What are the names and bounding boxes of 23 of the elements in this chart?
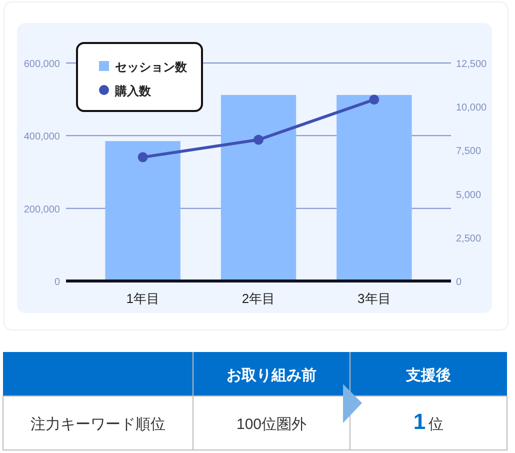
y2-tick-label: 0 xyxy=(456,277,462,288)
text: 支援後 xyxy=(405,367,451,384)
y2-tick-label: 10,000 xyxy=(456,102,488,114)
y2-tick-label: 2,500 xyxy=(456,233,482,244)
x-tick-label: 1年目 xyxy=(126,291,160,306)
y2-tick-label: 5,000 xyxy=(456,190,482,201)
text: 100位圏外 xyxy=(236,416,307,433)
point xyxy=(254,134,264,145)
text: 1位 xyxy=(413,409,444,434)
point xyxy=(369,94,380,105)
text: お取り組み前 xyxy=(226,367,316,384)
x-tick-label: 2年目 xyxy=(242,291,276,306)
legend-label: セッション数 xyxy=(115,60,188,74)
y2-tick-label: 7,500 xyxy=(456,146,482,158)
text: 注力キーワード順位 xyxy=(30,416,166,433)
y-tick-label: 600,000 xyxy=(24,59,60,70)
x-tick-label: 3年目 xyxy=(358,291,391,306)
y-tick-label: 200,000 xyxy=(24,204,60,216)
y-tick-label: 0 xyxy=(54,277,60,288)
legend-label: 購入数 xyxy=(114,84,152,98)
point xyxy=(138,152,148,162)
y2-tick-label: 12,500 xyxy=(456,59,488,70)
y-tick-label: 400,000 xyxy=(24,132,60,143)
